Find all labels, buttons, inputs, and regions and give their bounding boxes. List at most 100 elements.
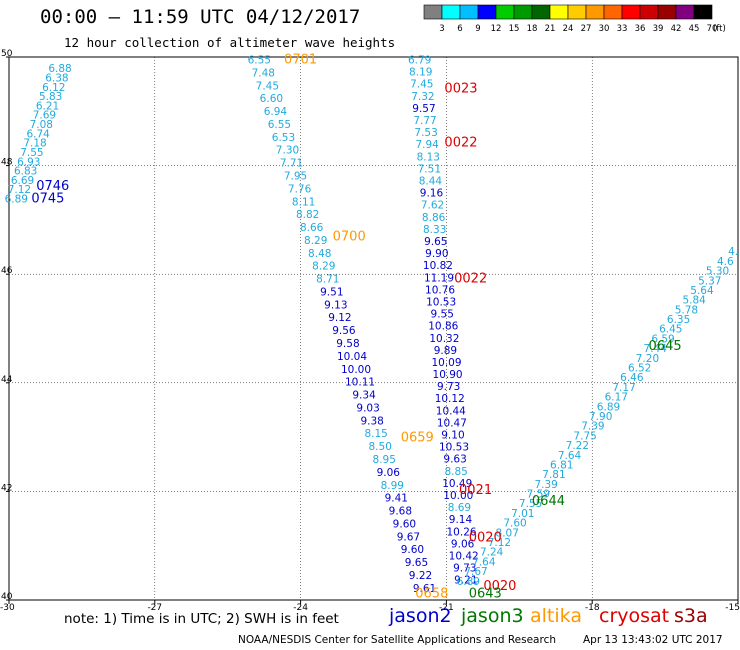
wave-height-value: 6.21 <box>36 100 59 112</box>
pass-time-label: 0022 <box>454 271 487 286</box>
wave-height-value: 8.44 <box>419 175 443 187</box>
wave-height-value: 7.64 <box>472 556 496 568</box>
plot-frame <box>8 56 739 601</box>
wave-height-value: 9.55 <box>431 309 454 321</box>
wave-height-value: 9.63 <box>443 454 466 466</box>
wave-height-value: 11.19 <box>424 272 454 284</box>
wave-height-value: 7.76 <box>288 183 312 195</box>
wave-height-value: 6.38 <box>45 73 68 85</box>
wave-height-value: 6.83 <box>14 166 37 178</box>
wave-height-value: 5.84 <box>682 295 706 307</box>
wave-height-value: 7.53 <box>414 127 437 139</box>
wave-height-value: 6.35 <box>667 314 690 326</box>
wave-height-value: 7.62 <box>421 200 444 212</box>
wave-height-value: 7.17 <box>612 382 635 394</box>
wave-height-value: 7.12 <box>8 184 31 196</box>
color-scale-label: 6 <box>457 24 462 34</box>
wave-height-value: 8.95 <box>373 454 396 466</box>
wave-height-value: 7.71 <box>280 158 303 170</box>
wave-height-value: 9.38 <box>360 415 383 427</box>
wave-height-value: 9.34 <box>352 390 376 402</box>
wave-height-value: 9.65 <box>405 557 428 569</box>
color-scale-label: 33 <box>617 24 628 34</box>
wave-height-value: 10.12 <box>435 393 465 405</box>
wave-height-value: 8.15 <box>364 428 387 440</box>
wave-height-value: 6.52 <box>628 363 651 375</box>
color-scale-unit: (ft) <box>713 24 726 34</box>
color-scale-label: 9 <box>475 24 480 34</box>
wave-height-value: 6.93 <box>17 156 40 168</box>
legend-jason2: jason2 <box>389 605 452 627</box>
wave-height-value: 8.13 <box>417 151 440 163</box>
wave-height-value: 6.12 <box>42 82 65 94</box>
pass-time-label: 0643 <box>469 586 502 601</box>
legend-s3a: s3a <box>674 605 708 627</box>
wave-height-value: 7.55 <box>20 147 43 159</box>
x-tick-label: -21 <box>439 603 454 613</box>
wave-height-value: 7.24 <box>480 547 504 559</box>
wave-height-value: 10.32 <box>429 333 459 345</box>
wave-height-value: 6.53 <box>272 132 295 144</box>
wave-height-value: 7.45 <box>410 79 433 91</box>
wave-height-value: 8.66 <box>300 222 324 234</box>
wave-height-value: 9.21 <box>454 575 477 587</box>
wave-height-value: 8.85 <box>444 466 467 478</box>
wave-height-value: 9.06 <box>451 538 475 550</box>
wave-height-value: 9.73 <box>453 563 476 575</box>
y-tick-label: 44 <box>1 375 13 385</box>
wave-height-value: 7.22 <box>566 440 589 452</box>
x-tick-label: -24 <box>293 603 308 613</box>
color-scale-label: 15 <box>509 24 520 34</box>
wave-height-value: 7.77 <box>413 115 436 127</box>
wave-height-value: 4. <box>728 246 738 258</box>
wave-height-value: 10.53 <box>439 442 469 454</box>
color-scale-label: 3 <box>439 24 444 34</box>
wave-height-value: 9.13 <box>324 299 347 311</box>
wave-height-value: 7.44 <box>644 343 668 355</box>
wave-height-value: 9.16 <box>420 188 444 200</box>
wave-height-value: 6.79 <box>408 55 431 67</box>
pass-time-label: 0644 <box>532 494 565 509</box>
wave-height-value: 9.51 <box>320 286 343 298</box>
wave-height-value: 6.81 <box>550 459 573 471</box>
wave-height-value: 10.76 <box>425 284 455 296</box>
wave-height-value: 8.99 <box>381 480 404 492</box>
y-tick-label: 42 <box>1 483 12 493</box>
color-scale-label: 27 <box>581 24 592 34</box>
wave-height-value: 9.67 <box>397 531 420 543</box>
wave-height-value: 7.30 <box>276 145 299 157</box>
wave-height-value: 9.12 <box>328 312 351 324</box>
wave-height-value: 8.29 <box>304 235 327 247</box>
wave-height-value: 7.51 <box>418 163 441 175</box>
wave-height-value: 6.94 <box>264 106 288 118</box>
wave-height-value: 6.89 <box>597 401 620 413</box>
wave-height-value: 6.45 <box>659 324 682 336</box>
wave-height-value: 7.08 <box>30 119 53 131</box>
y-tick-label: 46 <box>1 266 13 276</box>
wave-height-value: 8.86 <box>422 212 446 224</box>
wave-height-value: 8.82 <box>296 209 319 221</box>
color-scale-label: 30 <box>599 24 610 34</box>
wave-height-value: 10.82 <box>423 260 453 272</box>
wave-height-value: 5.30 <box>706 266 729 278</box>
pass-time-label: 0658 <box>415 586 448 601</box>
x-tick-label: -27 <box>147 603 162 613</box>
wave-height-value: 9.60 <box>393 518 416 530</box>
wave-height-value: 9.60 <box>401 544 424 556</box>
wave-height-value: 7.95 <box>284 170 307 182</box>
wave-height-value: 9.73 <box>437 381 460 393</box>
wave-height-value: 6.60 <box>260 93 283 105</box>
color-scale-label: 18 <box>527 24 538 34</box>
pass-time-label: 0020 <box>469 530 502 545</box>
credit-line: NOAA/NESDIS Center for Satellite Applica… <box>238 634 556 646</box>
wave-height-value: 10.44 <box>436 405 466 417</box>
wave-height-value: 7.94 <box>415 139 439 151</box>
wave-height-value: 10.90 <box>433 369 463 381</box>
wave-height-value: 6.89 <box>5 194 28 206</box>
wave-height-value: 10.53 <box>426 296 456 308</box>
wave-height-value: 10.47 <box>437 417 467 429</box>
wave-height-value: 9.57 <box>412 103 435 115</box>
pass-time-label: 0645 <box>649 339 682 354</box>
color-scale-label: 45 <box>689 24 700 34</box>
pass-time-label: 0020 <box>483 579 516 594</box>
